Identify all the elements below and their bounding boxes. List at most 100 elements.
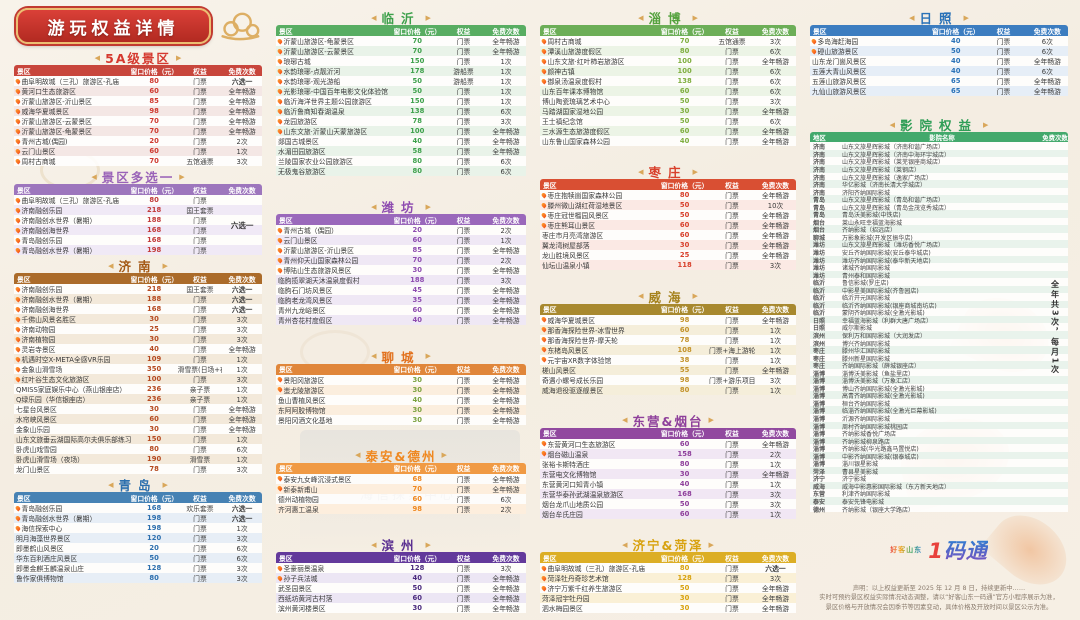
spot-name: 槎山风景区 — [542, 366, 576, 375]
scenic-row: 山东鲁山国家森林公园 40 门票 全年畅游 — [540, 136, 796, 146]
scenic-row: 周村古商城 70 五馆通票 3次 — [14, 156, 262, 166]
free-times: 全年畅游 — [492, 148, 520, 156]
free-times: 3次 — [236, 336, 248, 344]
flame-icon — [540, 37, 547, 45]
window-price: 60 — [149, 147, 159, 155]
cinema-row: 潍坊 山东文旅星辉影城（潍坊香悦广场店） — [810, 240, 1068, 249]
spot-name: 元宇宙XR数字体验馆 — [540, 355, 660, 365]
spot-name: 青岛融创乐园 — [14, 503, 131, 513]
flame-icon — [540, 574, 547, 582]
window-price: 60 — [679, 439, 690, 448]
benefit-type: 亲子票 — [189, 396, 211, 404]
free-times: 全年畅游 — [228, 98, 256, 106]
window-price: 60 — [679, 231, 690, 240]
scenic-table-body: 多岛海赶海园 40 门票 6次 磴山旅游景区 50 门票 6次 山东龙门崮风景区 40 门票 全年畅游… — [810, 36, 1068, 96]
header-cell: 免费次数 — [492, 27, 520, 36]
flame-icon — [14, 305, 21, 313]
spot-name: 东营黄河口知青小镇 — [542, 480, 604, 489]
free-times: 全年畅游 — [761, 440, 790, 449]
window-price: 30 — [679, 469, 690, 478]
spot-name: 枣庄抱犊崮国家森林公园 — [540, 190, 660, 200]
flame-icon — [540, 192, 547, 199]
scenic-table-body: 沂蒙山旅游区-龟蒙景区 70 门票 全年畅游 沂蒙山旅游区-云蒙景区 70 门票 全年畅游 琅琊… — [276, 36, 526, 176]
window-price: 100 — [677, 67, 692, 75]
disclaimer-line: 景区价格与开放情况会因季节等因素变动，具体价格及开放时间以景区公示为准。 — [825, 604, 1053, 612]
free-times: 1次 — [769, 356, 782, 365]
free-times: 1次 — [236, 396, 248, 404]
scenic-table-header: 景区 窗口价格（元） 权益 免费次数 — [14, 184, 262, 195]
header-cell: 免费次数 — [761, 27, 790, 36]
cinema-row: 临沂 蒙阴齐纳国际影城(全激光影城) — [810, 308, 1068, 318]
spot-name: 青岛融创水世界（暑期） — [14, 513, 131, 523]
scenic-table-body: 曲阜明故城（三孔）旅游区-孔庙 80 门票 六选一 菏泽牡丹奇珍艺术馆 128 门票 3次 济宁… — [540, 563, 796, 613]
scenic-row: 水湄田园旅游区 58 门票 全年畅游 — [276, 146, 526, 156]
window-price: 85 — [149, 97, 159, 105]
benefit-type: 门票 — [456, 605, 471, 613]
flame-icon — [276, 57, 283, 65]
window-price: 40 — [951, 37, 961, 45]
window-price: 70 — [412, 47, 422, 55]
free-times: 全年畅游 — [761, 585, 790, 593]
cinema-city: 东营 — [813, 491, 826, 499]
free-times: 1次 — [769, 386, 782, 395]
scenic-table-body: 济南融创乐园 218 国王套票 六选一 济南融创水世界（暑期） 188 门票 六选一 济南融创海… — [14, 284, 262, 474]
title-arrow-left-icon: ◀ — [622, 416, 628, 425]
title-arrow-right-icon: ▶ — [162, 261, 168, 270]
flame-icon — [540, 77, 547, 85]
free-times: 全年畅游 — [492, 48, 520, 56]
free-times: 全年畅游 — [761, 605, 790, 613]
flame-icon — [14, 236, 21, 244]
benefit-type: 国王套票 — [186, 207, 214, 215]
spot-name: 鲁作家俱博物馆 — [16, 575, 64, 583]
free-times: 全年畅游 — [492, 376, 520, 385]
cinema-city: 淄博 — [813, 431, 826, 439]
header-cell: 窗口价格（元） — [393, 366, 442, 374]
flame-icon — [14, 514, 21, 522]
cinema-city: 淄博 — [813, 378, 826, 386]
free-times: 全年畅游 — [492, 575, 520, 583]
header-cell: 景区 — [279, 366, 293, 374]
window-price: 30 — [412, 415, 422, 424]
benefit-type: 门票 — [725, 242, 739, 251]
cinema-city: 济宁 — [813, 476, 826, 484]
cinema-name: 中影齐纳国际影城(银泰城店) — [842, 453, 919, 461]
cinema-city: 临沂 — [813, 280, 826, 288]
section-title-text: 东营&烟台 — [632, 413, 704, 429]
spot-name: 武圣园景区 — [278, 585, 312, 593]
section-title-text: 滨州 — [381, 538, 421, 553]
scenic-row: 金象山滑雪场 350 滑雪票(日场+夜场) 1次 — [14, 364, 262, 374]
benefit-type: 门票 — [456, 287, 471, 296]
benefit-type: 门票 — [725, 262, 739, 271]
benefit-type: 门票 — [456, 317, 471, 326]
free-times: 3次 — [769, 490, 782, 499]
cinema-name: 博山齐纳国际影城(全激光影城) — [842, 385, 925, 393]
benefit-type: 门票 — [456, 118, 471, 126]
title-arrow-left-icon: ◀ — [91, 172, 97, 181]
scenic-row: 临沂鲁商知春湖温泉 138 门票 6次 — [276, 106, 526, 116]
free-times: 1次 — [236, 366, 248, 374]
scenic-row: 云门山景区 60 门票 1次 — [276, 235, 526, 246]
window-price: 168 — [147, 236, 162, 244]
flame-icon — [276, 77, 283, 85]
spot-name: 颜神古镇 — [540, 66, 660, 76]
flame-icon — [540, 212, 547, 219]
scenic-row: 卧虎山滑雪场（夜场） 190 滑雪票 1次 — [14, 454, 262, 464]
window-price: 40 — [412, 137, 422, 145]
benefit-type: 门票 — [456, 475, 471, 484]
scenic-table-header: 景区 窗口价格（元） 权益 免费次数 — [540, 25, 796, 36]
free-times: 全年畅游 — [492, 406, 520, 415]
cinema-city: 菏泽 — [813, 468, 826, 476]
title-arrow-left-icon: ◀ — [371, 352, 377, 360]
flame-icon — [276, 475, 283, 482]
spot-name: 御泉汤温泉度假村 — [540, 76, 660, 86]
cinema-row: 淄博 齐纳影城香悦广场店 — [810, 429, 1068, 439]
cinema-name: 蒙阴齐纳国际影城(全激光影城) — [842, 310, 925, 318]
header-cell: 景区 — [543, 306, 557, 314]
benefit-type: 门票 — [725, 386, 739, 395]
window-price: 80 — [679, 47, 690, 55]
poster-title: 游玩权益详情 — [47, 18, 180, 39]
flame-icon — [14, 504, 21, 512]
window-price: 58 — [412, 147, 422, 155]
spot-name: 郯国古城景区 — [278, 138, 319, 146]
spot-name: 新泰新甫山 — [276, 484, 394, 494]
